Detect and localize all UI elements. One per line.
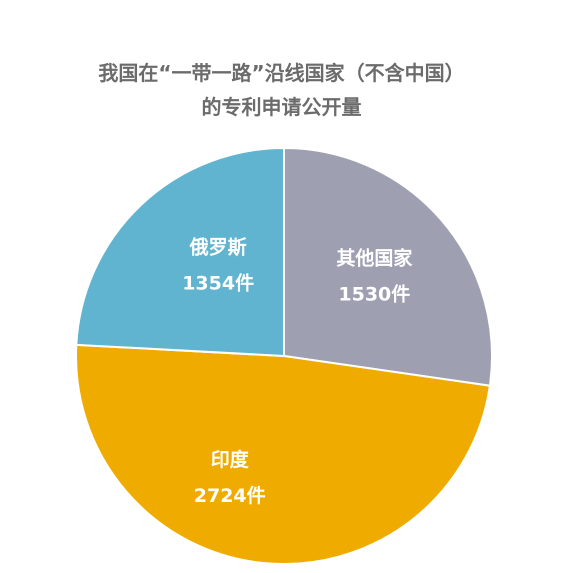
- pie-slice-2: [75, 343, 491, 565]
- pie-slice-3-name-label: 俄罗斯: [189, 235, 247, 258]
- chart-title: 我国在“一带一路”沿线国家（不含中国） 的专利申请公开量: [0, 56, 563, 124]
- pie-slice-2-name-label: 印度: [211, 448, 250, 471]
- chart-title-line-1: 我国在“一带一路”沿线国家（不含中国）: [98, 61, 465, 85]
- pie-slice-3: [75, 146, 285, 358]
- pie-slice-1-value-label: 1530件: [338, 282, 410, 305]
- pie-slice-3-value-label: 1354件: [182, 271, 254, 294]
- pie-slice-2-value-label: 2724件: [194, 484, 266, 507]
- pie-slice-1-name-label: 其他国家: [336, 246, 413, 269]
- pie-slice-1: [283, 146, 493, 387]
- chart-title-line-2: 的专利申请公开量: [201, 95, 362, 119]
